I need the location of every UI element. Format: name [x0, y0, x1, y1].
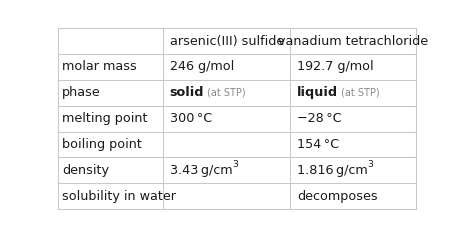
- Text: (at STP): (at STP): [341, 88, 380, 98]
- Text: vanadium tetrachloride: vanadium tetrachloride: [278, 35, 428, 48]
- Text: 3: 3: [368, 160, 374, 169]
- Text: melting point: melting point: [62, 112, 147, 125]
- Text: boiling point: boiling point: [62, 138, 142, 151]
- Text: decomposes: decomposes: [297, 190, 377, 203]
- Text: −28 °C: −28 °C: [297, 112, 341, 125]
- Text: 192.7 g/mol: 192.7 g/mol: [297, 60, 374, 74]
- Text: 3: 3: [232, 160, 238, 169]
- Text: liquid: liquid: [297, 86, 338, 99]
- Text: 246 g/mol: 246 g/mol: [170, 60, 234, 74]
- Text: arsenic(III) sulfide: arsenic(III) sulfide: [170, 35, 284, 48]
- Text: 3.43 g/cm: 3.43 g/cm: [170, 164, 232, 177]
- Text: 1.816 g/cm3: 1.816 g/cm3: [297, 164, 376, 177]
- Text: solubility in water: solubility in water: [62, 190, 176, 203]
- Text: 1.816 g/cm: 1.816 g/cm: [297, 164, 368, 177]
- Text: solid: solid: [170, 86, 204, 99]
- Text: 300 °C: 300 °C: [170, 112, 212, 125]
- Text: phase: phase: [62, 86, 101, 99]
- Text: 3.43 g/cm3: 3.43 g/cm3: [170, 164, 241, 177]
- Text: (at STP): (at STP): [207, 88, 246, 98]
- Text: molar mass: molar mass: [62, 60, 137, 74]
- Text: 154 °C: 154 °C: [297, 138, 339, 151]
- Text: density: density: [62, 164, 109, 177]
